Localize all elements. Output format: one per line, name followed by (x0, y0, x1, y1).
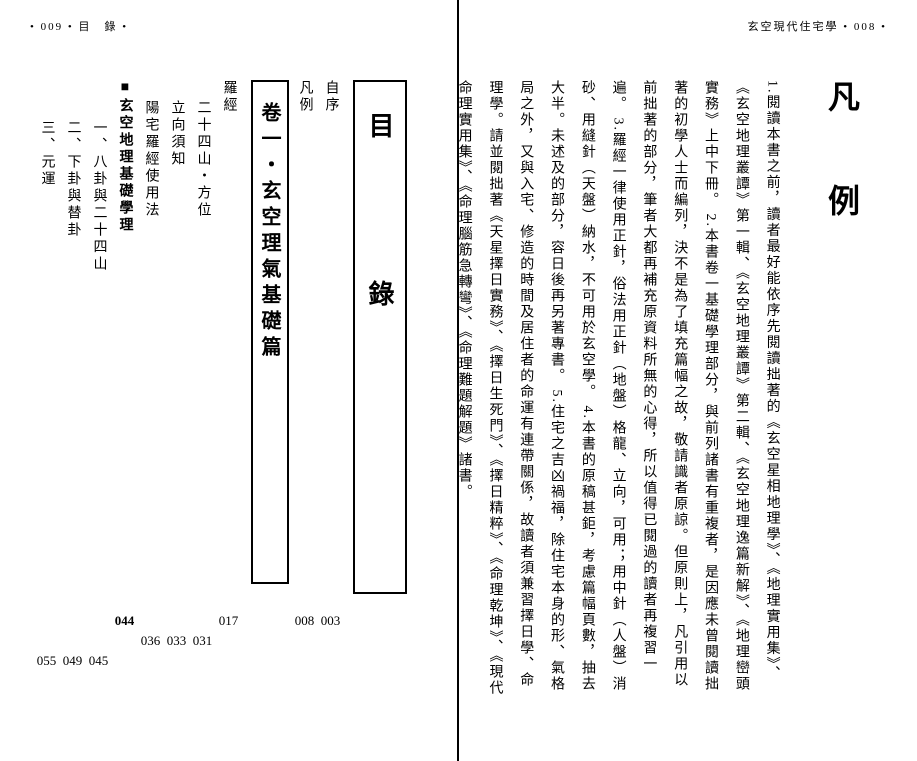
hanrei-content: 凡 例 1.閱讀本書之前，讀者最好能依序先閱讀拙著的《玄空星相地理學》、《地理實… (459, 20, 917, 740)
toc-label: 凡例 (298, 80, 313, 114)
toc-item-9: 三、元運 055 (37, 80, 57, 600)
toc-page: 036 (136, 633, 166, 650)
toc-label: 立向須知 (170, 100, 185, 168)
toc-label: 二、下卦與替卦 (66, 120, 81, 239)
toc-label: ■玄空地理基礎學理 (118, 80, 133, 234)
toc-item-2: 羅經 017 (219, 80, 239, 560)
toc-page: 008 (290, 613, 320, 630)
right-page: 玄空現代住宅學 • 008 • 凡 例 1.閱讀本書之前，讀者最好能依序先閱讀拙… (459, 0, 917, 761)
toc-page: 031 (188, 633, 218, 650)
chapter-title-box: 卷一・玄空理氣基礎篇 (251, 80, 289, 584)
toc-item-3: 二十四山・方位 031 (193, 80, 213, 580)
toc-item-5: 陽宅羅經使用法 036 (141, 80, 161, 580)
toc-label: 自序 (324, 80, 339, 114)
left-page: • 009 • 目 錄 • 目 錄 自序 003 凡例 008 卷一・玄空理氣基… (0, 0, 459, 761)
toc-page: 044 (110, 613, 140, 630)
toc-item-6: ■玄空地理基礎學理 044 (115, 80, 135, 560)
toc-label: 羅經 (222, 80, 237, 114)
toc-item-8: 二、下卦與替卦 049 (63, 80, 83, 600)
toc-label: 一、八卦與二十四山 (92, 120, 107, 273)
hanrei-title: 凡 例 (807, 80, 877, 720)
toc-page: 049 (58, 653, 88, 670)
chapter-title: 卷一・玄空理氣基礎篇 (255, 102, 284, 362)
hanrei-body: 1.閱讀本書之前，讀者最好能依序先閱讀拙著的《玄空星相地理學》、《地理實用集》、… (448, 80, 787, 700)
toc-item-0: 自序 003 (321, 80, 341, 560)
toc-page: 003 (316, 613, 346, 630)
toc-item-1: 凡例 008 (295, 80, 315, 560)
toc-label: 陽宅羅經使用法 (144, 100, 159, 219)
toc-page: 045 (84, 653, 114, 670)
mokuroku-title-box: 目 錄 (353, 80, 407, 594)
toc-page: 055 (32, 653, 62, 670)
toc-page: 017 (214, 613, 244, 630)
toc-page: 033 (162, 633, 192, 650)
page-header-right: 玄空現代住宅學 • 008 • (748, 18, 887, 34)
toc-label: 三、元運 (40, 120, 55, 188)
toc-item-7: 一、八卦與二十四山 045 (89, 80, 109, 600)
mokuroku-title: 目 錄 (361, 112, 398, 336)
toc-item-4: 立向須知 033 (167, 80, 187, 580)
toc-label: 二十四山・方位 (196, 100, 211, 219)
toc-content: 目 錄 自序 003 凡例 008 卷一・玄空理氣基礎篇 羅經 017 二十四山… (0, 20, 457, 740)
